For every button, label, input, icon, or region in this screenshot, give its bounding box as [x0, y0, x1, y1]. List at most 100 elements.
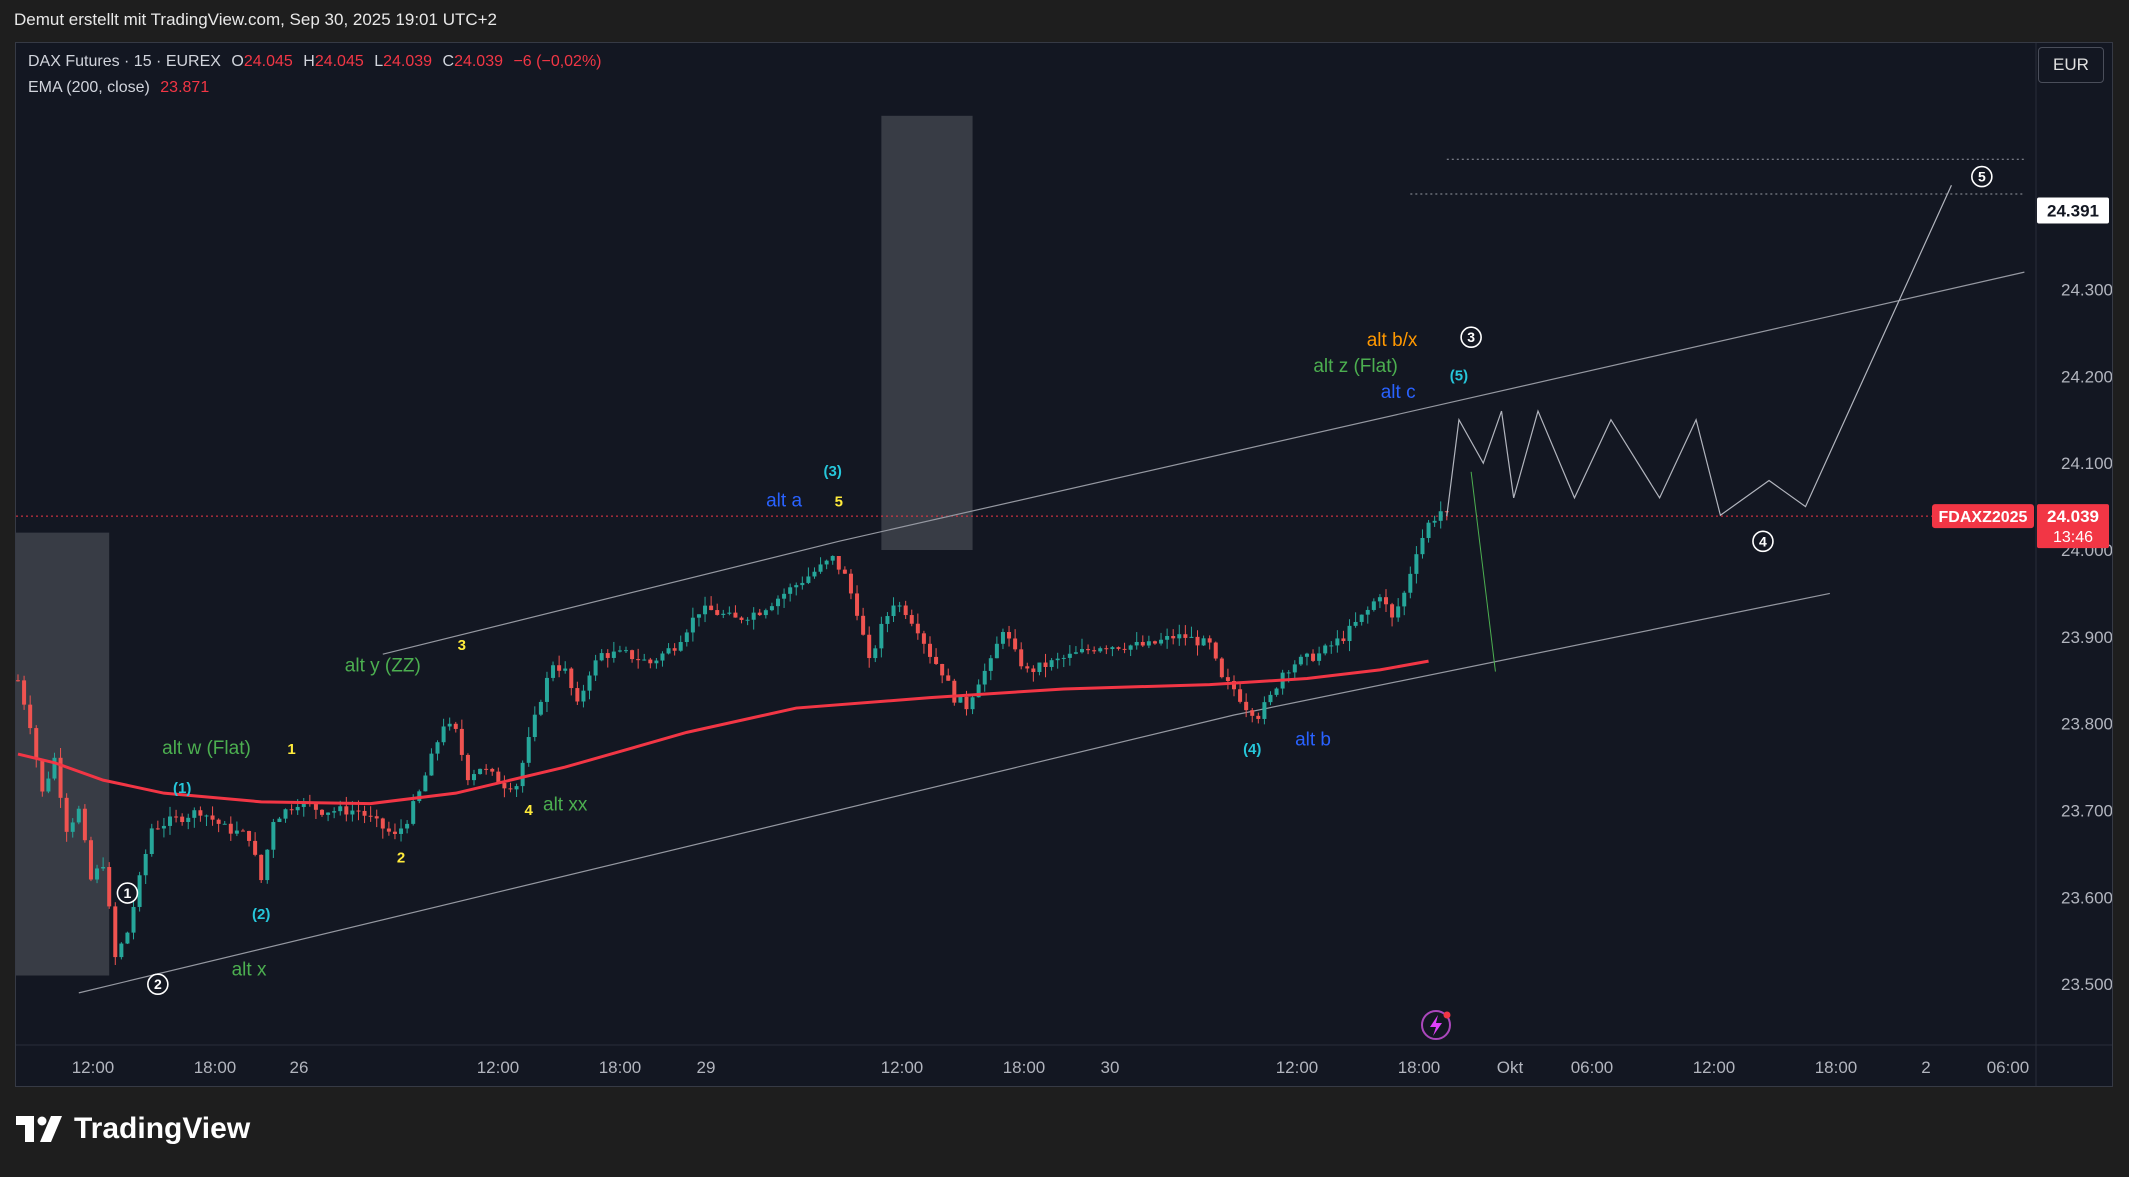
channel-lower-line[interactable]: [78, 592, 1830, 994]
candle-body[interactable]: [605, 653, 610, 658]
candle-body[interactable]: [1359, 614, 1364, 622]
candle-body[interactable]: [198, 810, 203, 816]
wave-label[interactable]: 1: [287, 741, 295, 758]
candle-body[interactable]: [1207, 638, 1212, 643]
elliott-wave-projection[interactable]: [1446, 185, 1952, 517]
candle-body[interactable]: [1043, 662, 1048, 667]
candle-body[interactable]: [994, 643, 999, 659]
candle-body[interactable]: [873, 648, 878, 659]
candle-body[interactable]: [283, 809, 288, 819]
candle-body[interactable]: [1201, 638, 1206, 646]
candle-body[interactable]: [739, 617, 744, 620]
candle-body[interactable]: [22, 680, 27, 705]
candle-body[interactable]: [459, 728, 464, 755]
candle-body[interactable]: [885, 616, 890, 624]
candle-body[interactable]: [867, 634, 872, 659]
circled-wave-marker[interactable]: [116, 882, 139, 904]
candle-body[interactable]: [204, 815, 209, 817]
candle-body[interactable]: [660, 653, 665, 661]
candle-body[interactable]: [1238, 689, 1243, 702]
candle-body[interactable]: [1274, 688, 1279, 695]
candle-body[interactable]: [526, 737, 531, 763]
candle-body[interactable]: [192, 810, 197, 818]
candle-body[interactable]: [386, 828, 391, 832]
candle-body[interactable]: [405, 823, 410, 829]
candle-body[interactable]: [1007, 632, 1012, 639]
candle-body[interactable]: [1244, 701, 1249, 711]
candle-body[interactable]: [1049, 660, 1054, 667]
candle-body[interactable]: [28, 704, 33, 729]
candle-body[interactable]: [940, 663, 945, 676]
candle-body[interactable]: [338, 806, 343, 812]
candle-body[interactable]: [1073, 652, 1078, 654]
candle-body[interactable]: [76, 808, 81, 823]
candle-body[interactable]: [842, 569, 847, 574]
wave-label[interactable]: alt b/x: [1367, 330, 1418, 351]
candle-body[interactable]: [970, 697, 975, 710]
candle-body[interactable]: [1104, 648, 1109, 650]
wave-label[interactable]: (4): [1243, 741, 1261, 758]
candle-body[interactable]: [1396, 606, 1401, 618]
candle-body[interactable]: [1353, 621, 1358, 626]
wave-label[interactable]: 4: [525, 802, 534, 819]
candle-body[interactable]: [1116, 647, 1121, 649]
candle-body[interactable]: [520, 762, 525, 787]
candle-body[interactable]: [654, 660, 659, 664]
wave-label[interactable]: alt z (Flat): [1313, 356, 1397, 377]
candle-body[interactable]: [1067, 653, 1072, 658]
candle-body[interactable]: [1377, 597, 1382, 602]
candle-body[interactable]: [879, 623, 884, 649]
candle-body[interactable]: [1341, 638, 1346, 642]
wave-label[interactable]: alt a: [766, 491, 802, 512]
circled-wave-marker[interactable]: [147, 973, 169, 996]
candle-body[interactable]: [1420, 537, 1425, 555]
candle-body[interactable]: [976, 684, 981, 698]
wave-label[interactable]: 3: [458, 637, 466, 654]
candle-body[interactable]: [769, 606, 774, 611]
candle-body[interactable]: [332, 811, 337, 813]
candle-body[interactable]: [1152, 641, 1157, 644]
candle-body[interactable]: [1213, 642, 1218, 659]
candle-body[interactable]: [107, 867, 112, 907]
candle-body[interactable]: [380, 818, 385, 829]
candle-body[interactable]: [1134, 641, 1139, 646]
candle-body[interactable]: [794, 585, 799, 588]
candle-body[interactable]: [101, 867, 106, 869]
candle-body[interactable]: [429, 753, 434, 776]
candle-body[interactable]: [247, 830, 252, 841]
candle-body[interactable]: [1390, 604, 1395, 618]
candle-body[interactable]: [508, 788, 513, 790]
candle-body[interactable]: [253, 840, 258, 855]
candle-body[interactable]: [709, 605, 714, 611]
candle-body[interactable]: [782, 593, 787, 599]
candle-body[interactable]: [484, 768, 489, 770]
candle-body[interactable]: [1432, 520, 1437, 523]
candle-body[interactable]: [666, 648, 671, 654]
candle-body[interactable]: [982, 670, 987, 685]
candle-body[interactable]: [1232, 681, 1236, 690]
candle-body[interactable]: [70, 822, 75, 832]
candle-body[interactable]: [1189, 636, 1194, 638]
candle-body[interactable]: [64, 797, 69, 832]
candle-body[interactable]: [155, 828, 160, 830]
candle-body[interactable]: [1347, 625, 1352, 642]
candle-body[interactable]: [788, 587, 793, 594]
candle-body[interactable]: [265, 849, 270, 881]
candle-body[interactable]: [952, 680, 957, 703]
candle-body[interactable]: [411, 801, 416, 824]
candle-body[interactable]: [1098, 648, 1103, 652]
candle-body[interactable]: [776, 598, 780, 607]
candle-body[interactable]: [502, 783, 507, 789]
candle-body[interactable]: [1219, 658, 1224, 678]
candle-body[interactable]: [496, 771, 501, 784]
candle-body[interactable]: [58, 757, 63, 798]
candle-body[interactable]: [1019, 649, 1024, 667]
candle-body[interactable]: [569, 668, 574, 689]
candle-body[interactable]: [1317, 653, 1322, 661]
candle-body[interactable]: [532, 714, 537, 738]
candle-body[interactable]: [733, 612, 738, 618]
candle-body[interactable]: [350, 810, 355, 815]
tradingview-logo[interactable]: TradingView: [16, 1112, 250, 1146]
candle-body[interactable]: [727, 612, 732, 614]
candle-body[interactable]: [763, 610, 768, 616]
